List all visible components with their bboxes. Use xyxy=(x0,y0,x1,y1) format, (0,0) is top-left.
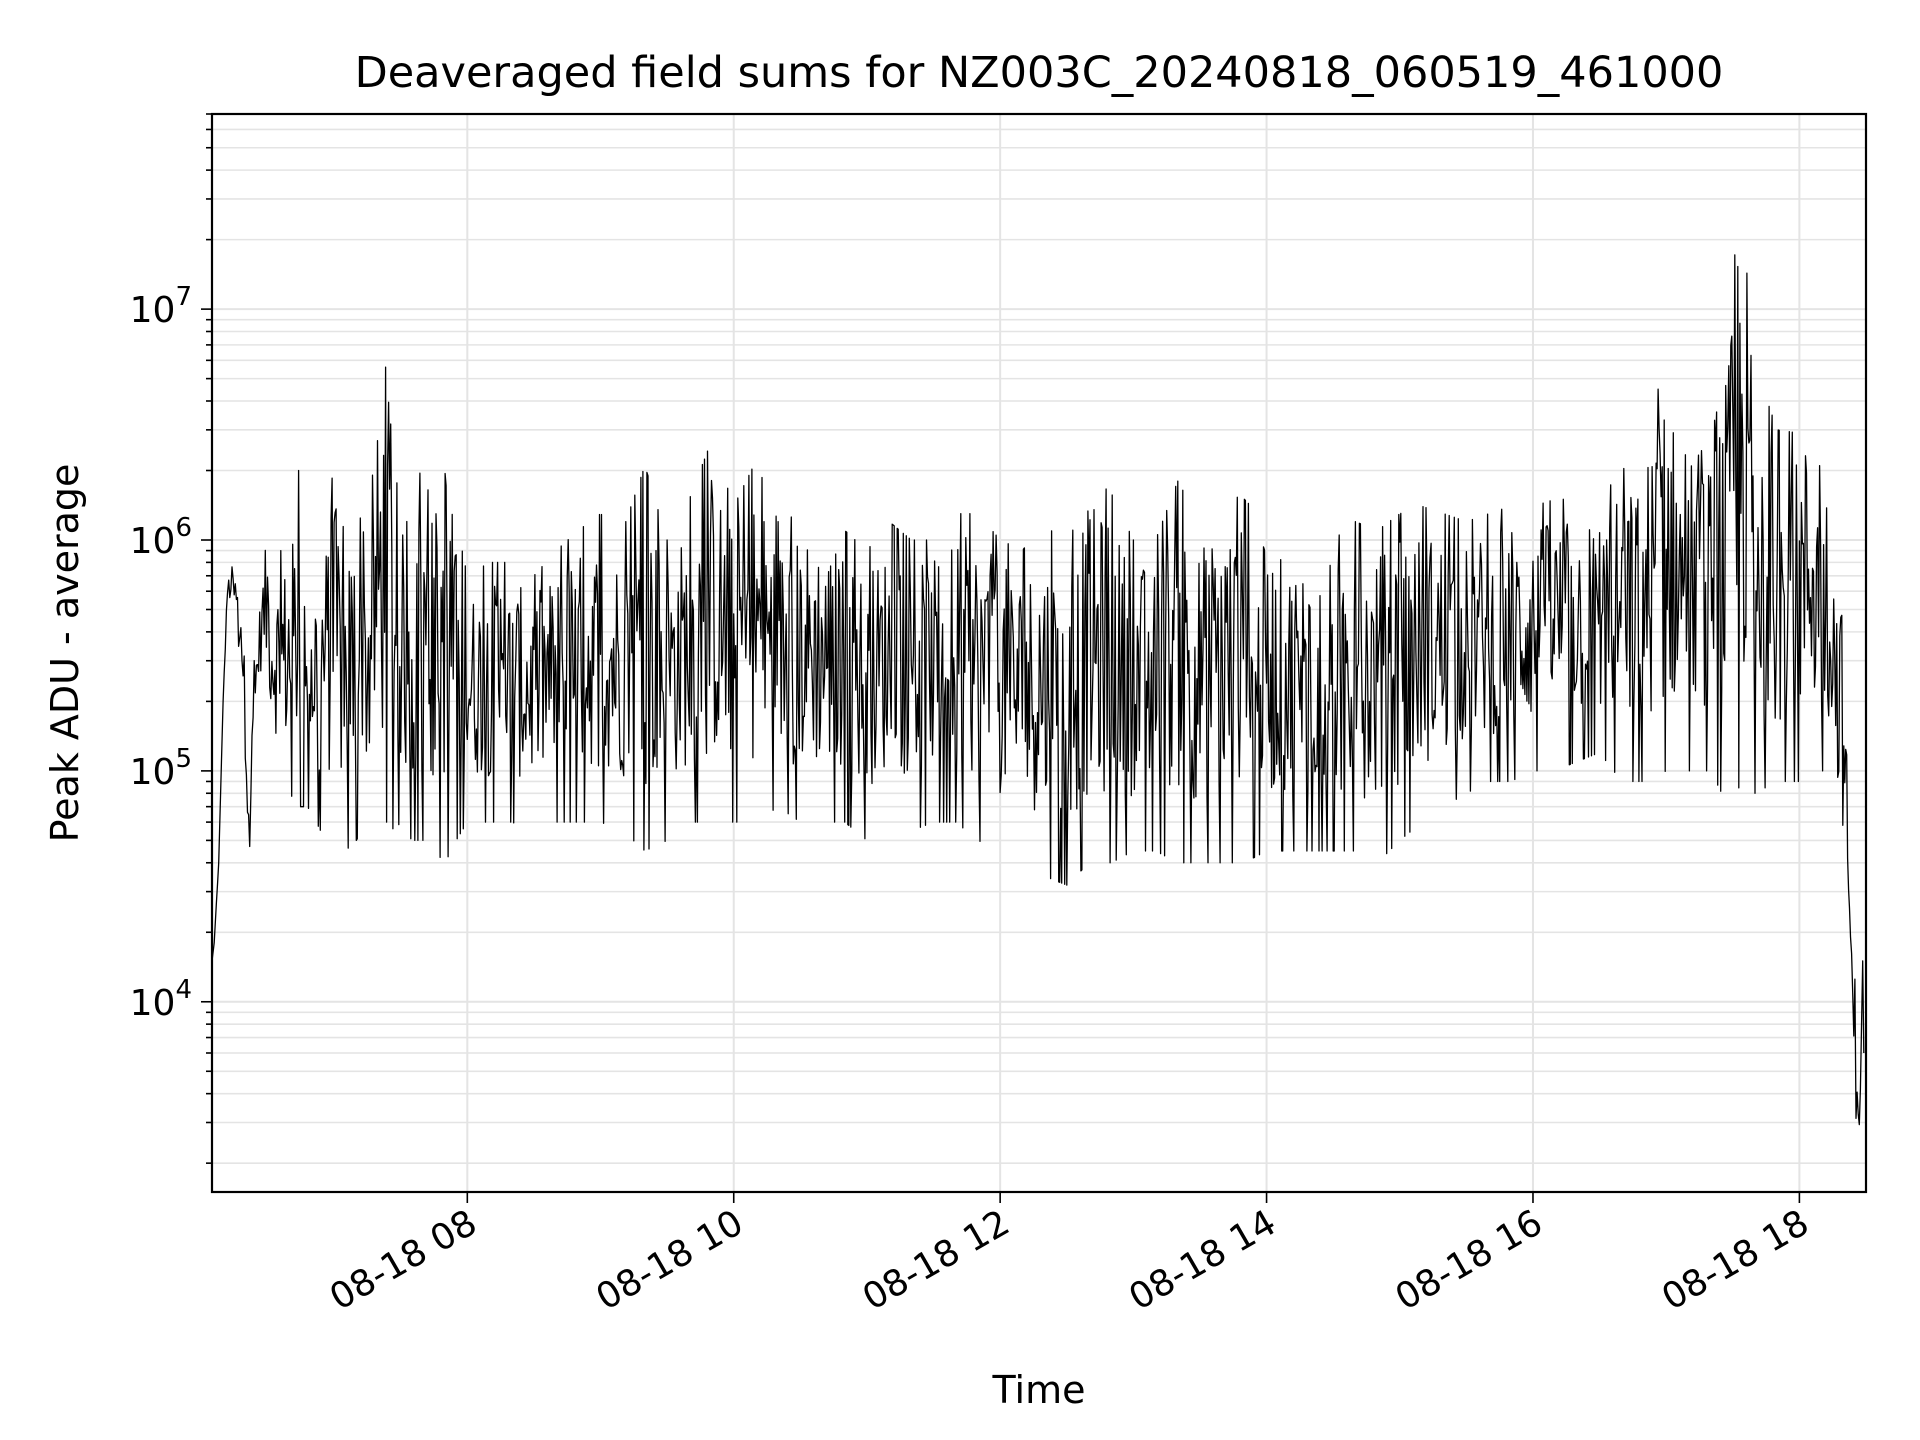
y-tick-label: 105 xyxy=(130,744,192,793)
series-line-0 xyxy=(211,254,1865,1126)
plot-frame xyxy=(210,112,1868,1194)
x-axis-label: Time xyxy=(992,1368,1086,1412)
y-tick-label: 106 xyxy=(130,513,192,562)
y-axis-label: Peak ADU - average xyxy=(43,464,87,843)
series-layer xyxy=(211,254,1865,1126)
chart-title: Deaveraged field sums for NZ003C_2024081… xyxy=(355,48,1724,98)
y-tick-label: 107 xyxy=(130,282,192,331)
y-tick-label: 104 xyxy=(130,975,192,1024)
